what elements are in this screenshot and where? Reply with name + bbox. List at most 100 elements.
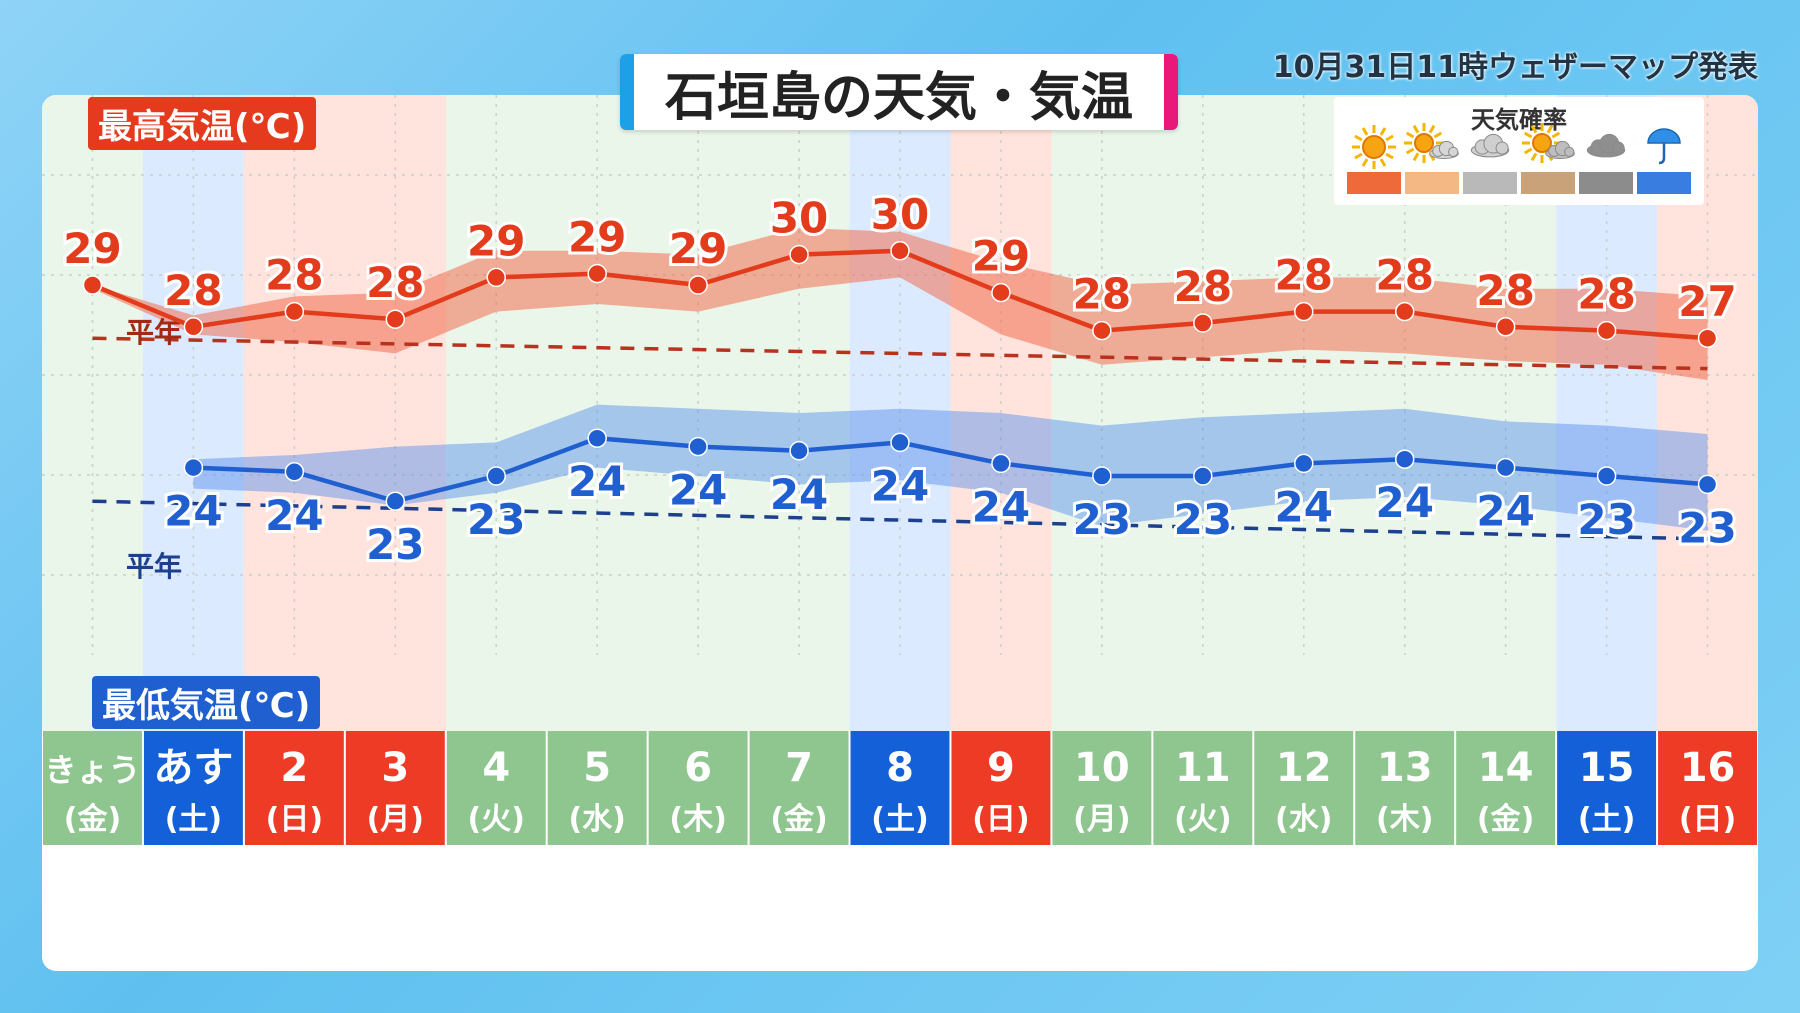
max-temp-value-label-3: 28 [366,258,424,307]
min-temp-point-7 [789,441,809,461]
date-cell-12: 12 (水) [1254,731,1354,845]
max-temp-point-0 [82,275,103,295]
max-temp-point-12 [1294,301,1314,322]
max-normal-line [92,336,1708,371]
cloud-puff-right [1495,141,1509,155]
page-title: 石垣島の天気・気温 [620,54,1178,130]
max-temp-point-2 [284,301,305,322]
min-temp-value-label-5: 24 [568,457,626,506]
cloud-puff-right [1448,146,1459,157]
date-day-label: 13 [1377,745,1433,791]
max-temp-value-label-8: 30 [871,190,929,239]
max-temp-value-label-12: 28 [1275,251,1333,300]
legend-color-swatch [1347,172,1401,194]
max-temp-point-5 [587,263,607,284]
sun-ray [1361,158,1369,167]
min-temp-value-label-2: 24 [265,491,323,540]
max-temp-value-label-15: 28 [1577,270,1635,319]
date-weekday-label: (土) [1578,802,1635,837]
date-weekday-label: (水) [1275,802,1332,837]
min-temp-point-15 [1596,466,1617,486]
page-title-text: 石垣島の天気・気温 [664,67,1133,128]
date-cell-13: 13 (木) [1355,731,1455,845]
min-temp-point-10 [1092,466,1112,486]
max-temp-value-label-10: 28 [1073,270,1131,319]
max-temp-point-16 [1697,328,1718,348]
date-cell-bg [648,731,748,845]
min-temp-line [193,435,1708,504]
legend-rain-icon [1637,128,1691,194]
max-temp-value-label-1: 28 [164,266,222,315]
date-cell-11: 11 (火) [1153,731,1253,845]
date-day-label: 2 [280,745,308,791]
date-cell-7: 7 (金) [749,731,849,845]
date-cell-bg [446,731,546,845]
cloud-puff-right [1564,146,1575,157]
date-cell-bg [1052,731,1152,845]
min-temp-value-label-7: 24 [770,470,828,519]
date-weekday-label: (金) [1477,802,1534,837]
cloud-shape [1470,133,1510,158]
weather-probability-legend: 天気確率 [1334,97,1704,205]
date-day-label: 4 [482,745,510,791]
date-cell-14: 14 (金) [1456,731,1556,845]
max-temp-value-label-9: 29 [972,232,1030,281]
sun-ray [1530,152,1538,162]
max-temp-point-4 [486,267,506,288]
date-weekday-label: (日) [972,802,1029,837]
sun-ray [1428,124,1436,134]
min-temp-value-label-11: 23 [1174,495,1232,544]
cloud-shape [1545,140,1575,160]
date-cell-9: 9 (日) [951,731,1051,845]
date-weekday-label: (日) [1679,802,1736,837]
min-temp-value-label-8: 24 [871,461,929,510]
date-day-label: 3 [381,745,409,791]
min-temp-value-label-1: 24 [164,487,222,536]
issued-time: 10月31日11時ウェザーマップ発表 [1272,50,1758,85]
sun-ray [1379,127,1387,136]
min-temp-point-1 [183,457,204,478]
max-temp-point-7 [789,244,809,265]
date-cell-2: 2 (日) [244,731,344,845]
date-weekday-label: (火) [1174,802,1231,837]
date-cell-bg [143,731,243,845]
chart-panel: 平年 平年 29 28 28 28 29 29 29 30 30 29 28 28 28 28 28 28 27 24… [42,95,1758,971]
min-temp-point-6 [688,436,708,457]
date-day-label: 10 [1074,745,1130,791]
legend-cloud-icon [1463,133,1517,194]
date-cell-15: 15 (土) [1557,731,1657,845]
date-weekday-label: (金) [770,802,827,837]
sun-ray [1412,152,1420,162]
date-weekday-label: (火) [468,802,525,837]
date-cell-10: 10 (月) [1052,731,1152,845]
date-weekday-label: (木) [669,802,726,837]
date-weekday-label: (土) [871,802,928,837]
max-temp-value-label-0: 29 [63,224,121,273]
max-temp-value-label-2: 28 [265,251,323,300]
min-temp-value-label-4: 23 [467,495,525,544]
date-weekday-label: (土) [165,802,222,837]
sun-ray [1354,152,1363,160]
date-day-label: 16 [1680,745,1736,791]
date-cell-16: 16 (日) [1658,731,1757,845]
legend-color-swatch [1463,172,1517,194]
max-temp-point-10 [1092,320,1112,341]
max-temp-value-label-11: 28 [1174,262,1232,311]
date-cell-bg [1456,731,1556,845]
sun-ray [1523,131,1533,139]
sun-ray [1523,147,1533,155]
sun-disc [1532,133,1552,153]
min-temp-point-11 [1193,466,1213,486]
sun-ray [1551,131,1561,139]
date-cell-bg [1254,731,1354,845]
legend-graphic [1347,123,1691,194]
legend-color-swatch [1579,172,1633,194]
sun-disc [1362,135,1386,159]
date-day-label: 14 [1478,745,1534,791]
date-cell-bg [1153,731,1253,845]
min-temp-value-label-15: 23 [1577,495,1635,544]
sun-ray [1405,147,1415,155]
date-weekday-label: (水) [568,802,625,837]
date-cell-bg [1557,731,1657,845]
